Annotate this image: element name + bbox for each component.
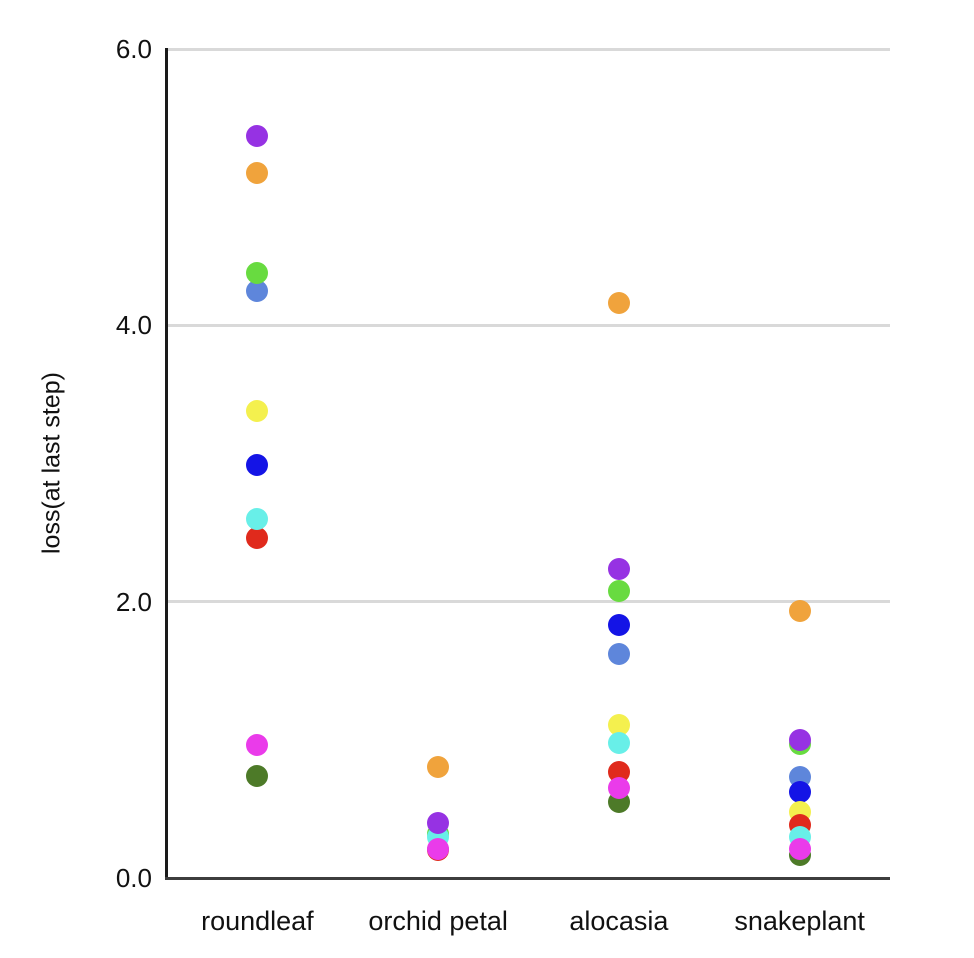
data-point xyxy=(246,399,269,422)
data-point xyxy=(607,292,630,315)
x-category-label: roundleaf xyxy=(201,906,314,936)
data-point xyxy=(788,600,811,623)
data-point xyxy=(427,756,450,779)
data-point xyxy=(607,777,630,800)
data-point xyxy=(788,837,811,860)
x-category-label: snakeplant xyxy=(734,906,865,936)
x-axis xyxy=(165,876,890,880)
x-category-label: alocasia xyxy=(569,906,669,936)
data-point xyxy=(246,764,269,787)
data-point xyxy=(246,734,269,757)
y-axis xyxy=(165,48,168,880)
data-point xyxy=(246,453,269,476)
data-point xyxy=(607,713,630,736)
data-point xyxy=(607,614,630,637)
y-tick-label: 4.0 xyxy=(115,310,152,341)
y-tick-label: 2.0 xyxy=(115,586,152,617)
data-point xyxy=(246,507,269,530)
data-point xyxy=(246,279,269,302)
y-tick-label: 6.0 xyxy=(115,34,152,64)
gridline xyxy=(167,323,890,327)
data-point xyxy=(246,261,269,284)
data-point xyxy=(246,162,269,185)
data-point xyxy=(246,125,269,148)
x-category-label: orchid petal xyxy=(368,906,508,936)
gridline xyxy=(167,47,890,51)
data-point xyxy=(788,781,811,804)
data-point xyxy=(607,731,630,754)
gridline xyxy=(167,600,890,604)
data-point xyxy=(427,811,450,834)
data-point xyxy=(427,837,450,860)
data-point xyxy=(788,728,811,751)
data-point xyxy=(607,760,630,783)
data-point xyxy=(607,643,630,666)
data-point xyxy=(607,579,630,602)
y-tick-label: 0.0 xyxy=(115,863,152,893)
data-point xyxy=(246,527,269,550)
data-point xyxy=(607,557,630,580)
